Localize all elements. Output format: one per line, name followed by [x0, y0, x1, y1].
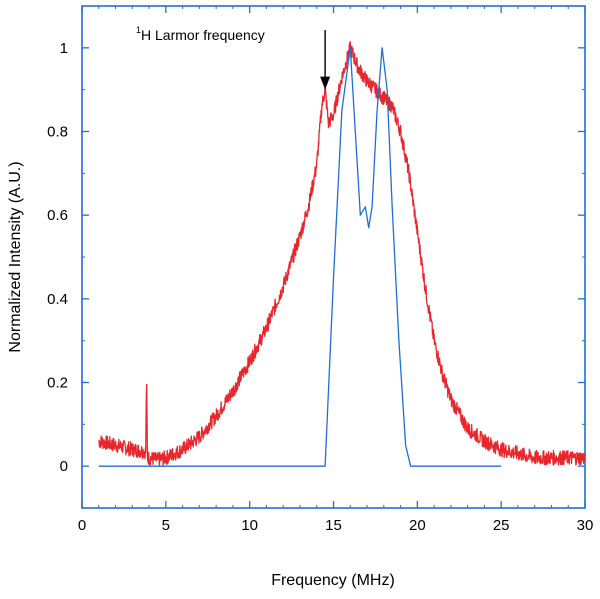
x-tick-label: 10: [241, 517, 258, 534]
x-axis-title: Frequency (MHz): [271, 572, 395, 589]
y-tick-label: 0: [60, 458, 68, 475]
y-tick-label: 0.2: [47, 375, 68, 392]
series-line-1: [98, 41, 586, 467]
y-tick-label: 0.6: [47, 207, 68, 224]
x-tick-label: 30: [577, 517, 594, 534]
annotation-label: H Larmor frequency: [141, 27, 265, 43]
y-tick-label: 0.8: [47, 124, 68, 141]
x-tick-label: 20: [409, 517, 426, 534]
annotation-arrow-head: [320, 76, 331, 90]
plot-frame: [81, 5, 586, 509]
tick-labels: 0 5 10 15 20 25 30 0 0.2 0.4 0.6 0.8 1: [47, 40, 593, 534]
y-axis-title: Normalized Intensity (A.U.): [7, 161, 24, 352]
x-tick-label: 15: [325, 517, 342, 534]
y-tick-label: 0.4: [47, 291, 68, 308]
x-tick-label: 0: [78, 517, 86, 534]
x-tick-label: 5: [162, 517, 170, 534]
annotation-text: 1H Larmor frequency: [136, 25, 265, 43]
series-line-2: [98, 47, 502, 467]
annotation-superscript: 1: [136, 25, 141, 35]
axis-ticks: [81, 5, 586, 509]
y-tick-label: 1: [60, 40, 68, 57]
series-layer: [98, 41, 586, 467]
x-tick-label: 25: [493, 517, 510, 534]
larmor-annotation: 1H Larmor frequency: [136, 25, 331, 90]
